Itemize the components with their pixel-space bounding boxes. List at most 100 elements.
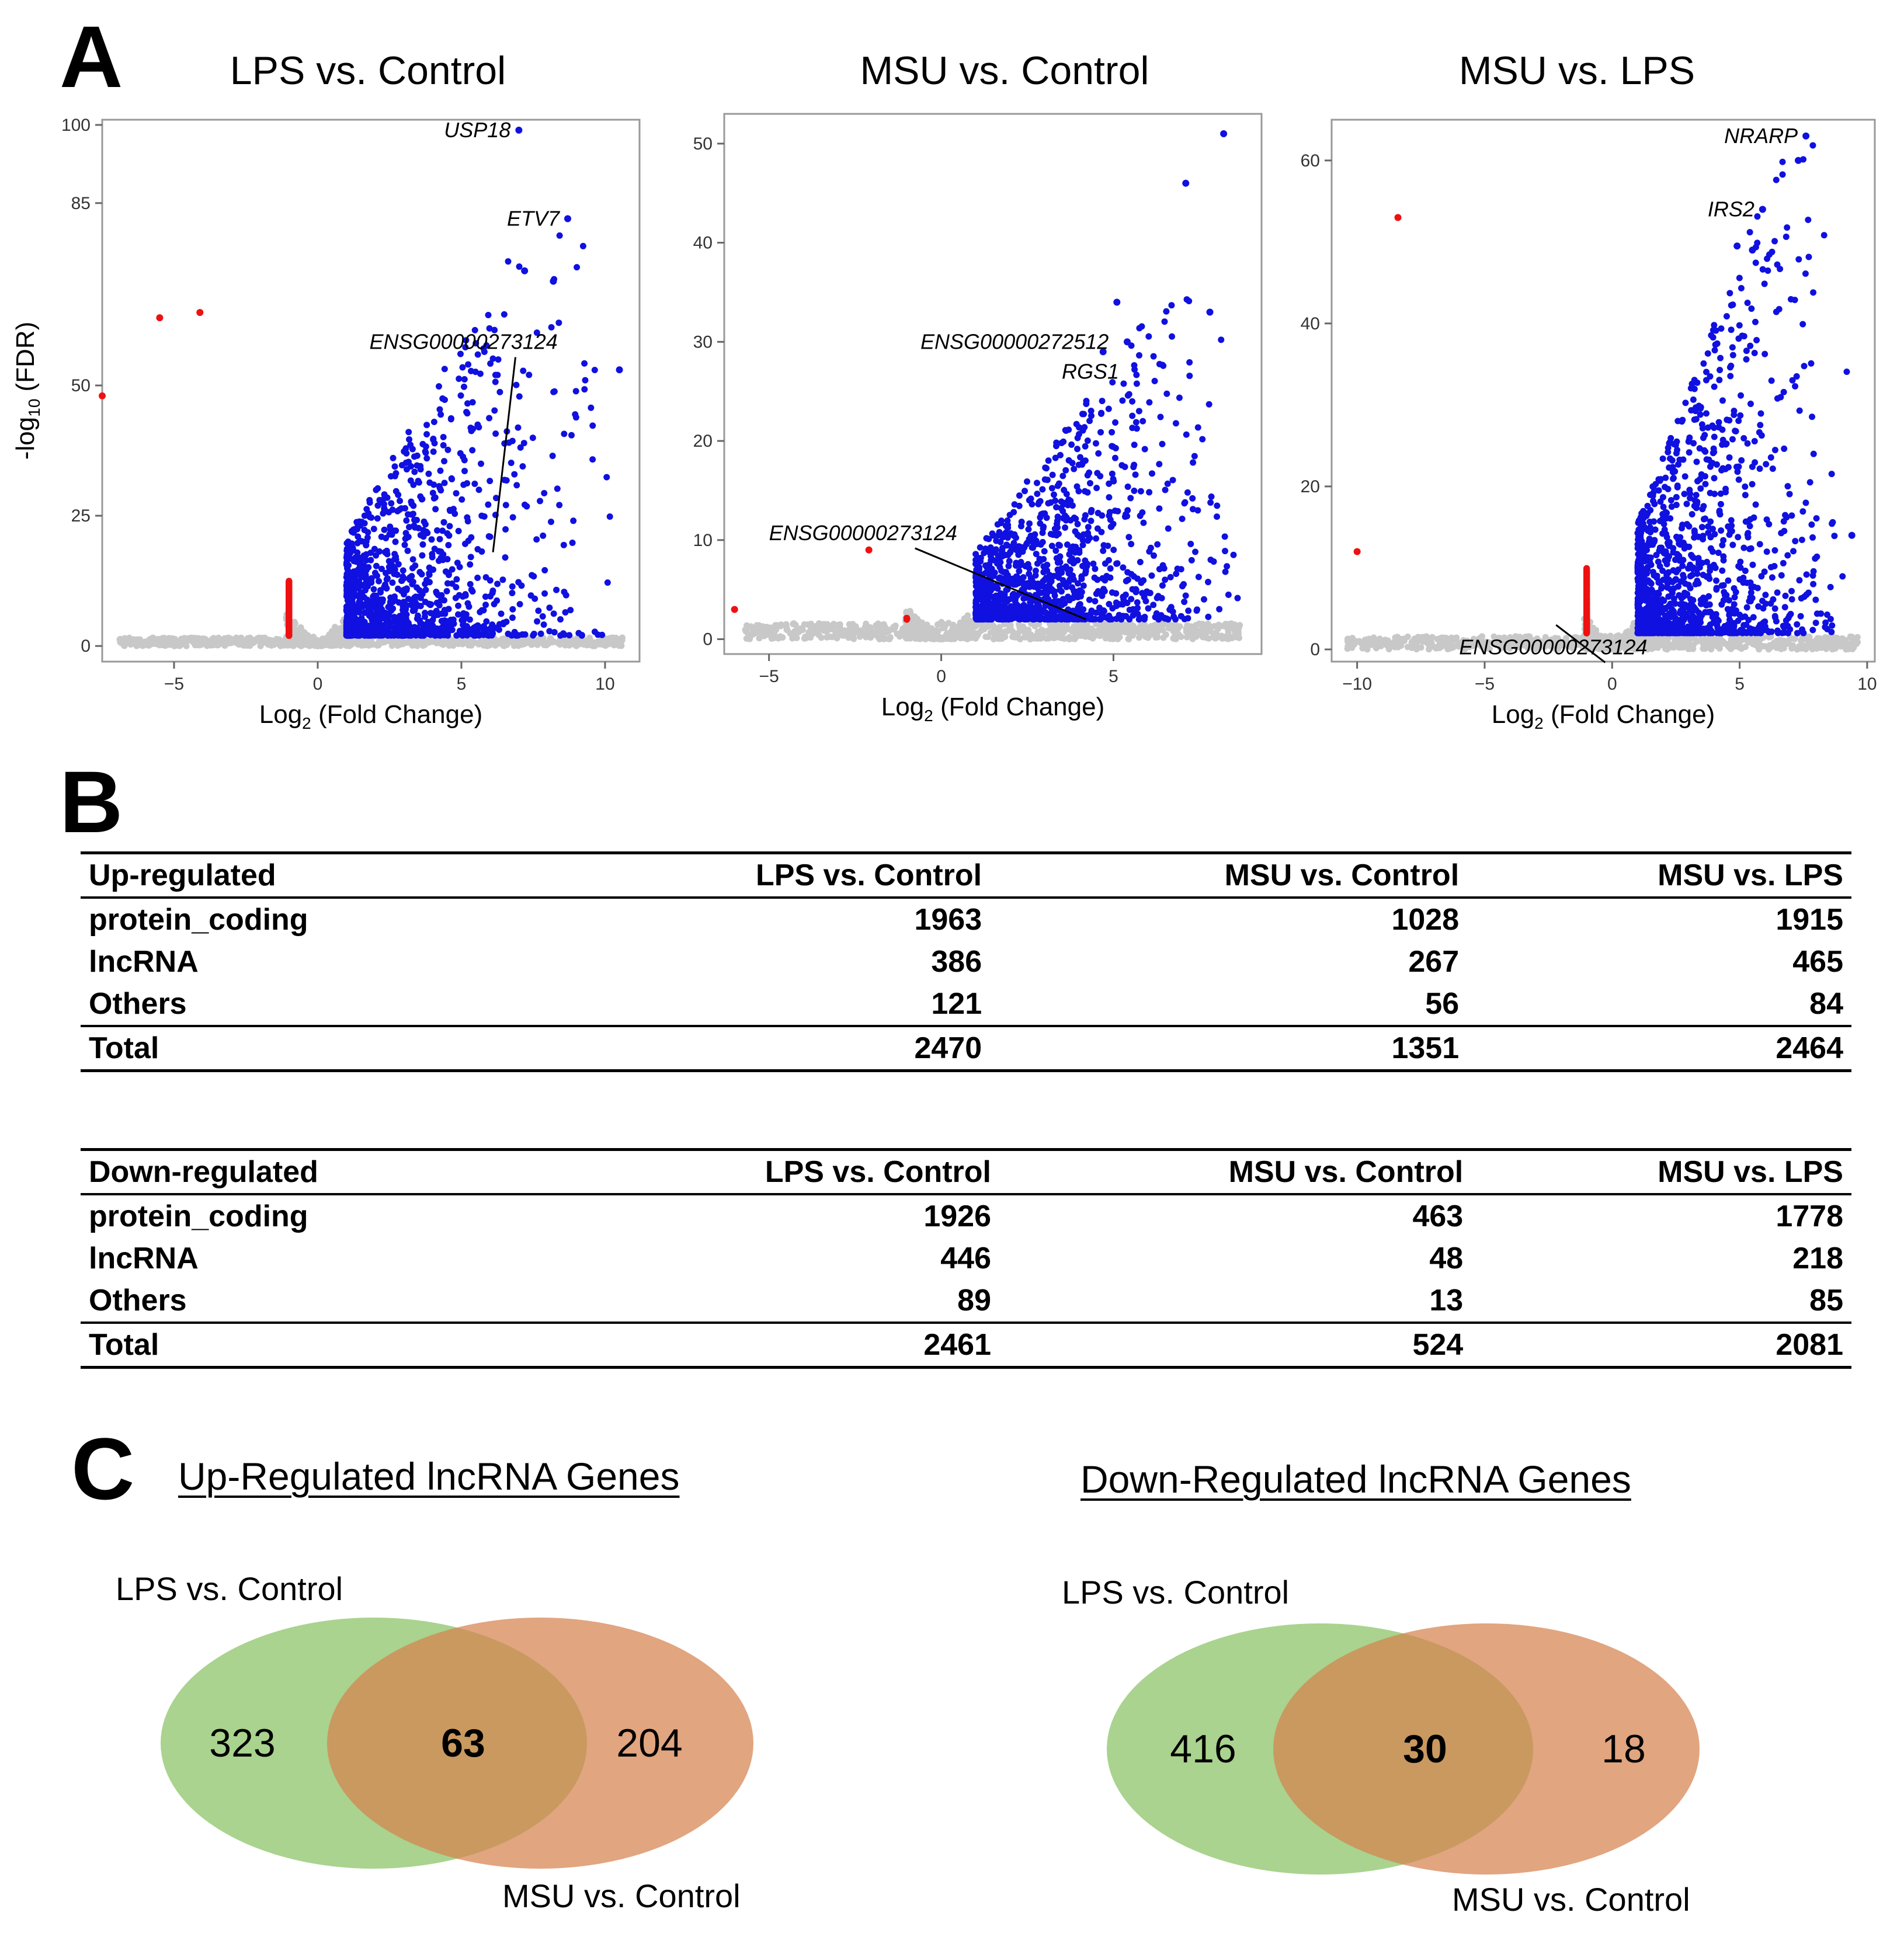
point-up-regulated: [572, 388, 579, 395]
point-not-significant: [790, 621, 797, 628]
point-not-significant: [1203, 634, 1210, 641]
point-up-regulated: [457, 392, 464, 399]
point-not-significant: [887, 634, 894, 641]
point-up-regulated: [381, 506, 388, 513]
point-down-regulated: [286, 585, 293, 592]
point-up-regulated: [475, 424, 482, 431]
point-not-significant: [1071, 635, 1078, 642]
point-not-significant: [295, 637, 302, 644]
point-up-regulated: [546, 628, 553, 635]
point-not-significant: [248, 637, 255, 644]
point-up-regulated: [390, 605, 397, 612]
point-up-regulated: [398, 621, 405, 628]
point-up-regulated: [397, 498, 404, 505]
point-not-significant: [1037, 635, 1044, 642]
point-up-regulated: [468, 586, 475, 593]
point-not-significant: [404, 638, 411, 645]
point-up-regulated: [387, 473, 394, 480]
point-up-regulated: [463, 409, 470, 416]
point-up-regulated: [363, 577, 370, 584]
point-up-regulated: [492, 378, 499, 385]
point-up-regulated: [502, 526, 509, 533]
point-up-regulated: [411, 453, 418, 460]
point-up-regulated: [515, 632, 522, 639]
point-up-regulated: [487, 577, 494, 584]
point-up-regulated: [509, 589, 516, 596]
x-tick-label: −5: [164, 674, 184, 694]
x-tick-label: 10: [595, 674, 614, 694]
point-not-significant: [1136, 630, 1143, 637]
point-up-regulated: [469, 447, 476, 454]
point-not-significant: [445, 638, 452, 645]
point-up-regulated: [570, 517, 577, 524]
point-up-regulated: [453, 576, 460, 583]
point-up-regulated: [426, 571, 433, 578]
point-up-regulated: [368, 514, 375, 521]
point-not-significant: [1158, 625, 1165, 632]
point-not-significant: [1175, 625, 1182, 632]
point-not-significant: [337, 635, 344, 642]
point-up-regulated: [453, 583, 460, 590]
point-up-regulated: [471, 480, 478, 487]
data-points: [731, 130, 1243, 643]
y-tick-label: 0: [81, 637, 91, 656]
point-up-regulated: [373, 572, 380, 579]
point-not-significant: [767, 624, 774, 631]
point-up-regulated: [548, 324, 555, 331]
point-not-significant: [306, 634, 313, 641]
point-not-significant: [769, 630, 776, 637]
point-up-regulated: [482, 601, 489, 608]
point-not-significant: [427, 638, 434, 645]
point-not-significant: [961, 624, 968, 631]
point-up-regulated: [395, 599, 402, 606]
point-up-regulated: [411, 468, 418, 475]
point-up-regulated: [1146, 489, 1153, 496]
point-up-regulated: [345, 544, 352, 551]
point-down-regulated: [286, 590, 293, 597]
point-up-regulated: [460, 383, 467, 390]
point-down-regulated: [286, 600, 293, 607]
point-up-regulated: [368, 614, 375, 621]
point-not-significant: [909, 628, 916, 635]
point-up-regulated: [370, 586, 377, 593]
point-up-regulated: [444, 446, 451, 453]
point-not-significant: [285, 641, 292, 648]
point-up-regulated: [403, 517, 410, 524]
point-up-regulated: [434, 527, 441, 534]
point-up-regulated: [376, 607, 383, 614]
point-up-regulated: [472, 340, 480, 347]
point-up-regulated: [344, 624, 351, 631]
point-up-regulated: [411, 524, 418, 531]
point-not-significant: [587, 641, 594, 648]
point-up-regulated: [343, 606, 350, 613]
point-up-regulated: [381, 581, 388, 588]
point-up-regulated: [461, 631, 468, 638]
point-up-regulated: [539, 613, 546, 620]
point-not-significant: [126, 634, 133, 641]
point-up-regulated: [487, 360, 494, 367]
point-up-regulated: [403, 450, 410, 457]
point-up-regulated: [447, 415, 454, 422]
point-up-regulated: [1053, 503, 1060, 510]
point-not-significant: [772, 623, 779, 630]
point-not-significant: [934, 634, 941, 641]
point-up-regulated: [1092, 598, 1099, 605]
point-up-regulated: [381, 526, 388, 533]
point-up-regulated: [474, 351, 481, 358]
point-up-regulated: [1137, 488, 1144, 495]
point-up-regulated: [488, 632, 495, 639]
point-not-significant: [1025, 627, 1032, 634]
point-not-significant: [480, 642, 487, 649]
point-up-regulated: [354, 549, 361, 556]
point-not-significant: [155, 641, 162, 648]
point-up-regulated: [453, 490, 460, 497]
point-down-regulated: [904, 615, 911, 623]
point-up-regulated: [395, 491, 402, 498]
point-not-significant: [967, 631, 974, 638]
point-not-significant: [1204, 620, 1211, 627]
point-up-regulated: [427, 610, 434, 617]
point-up-regulated: [387, 523, 394, 530]
point-up-regulated: [513, 381, 520, 388]
point-up-regulated: [496, 388, 503, 395]
point-up-regulated: [364, 534, 371, 541]
